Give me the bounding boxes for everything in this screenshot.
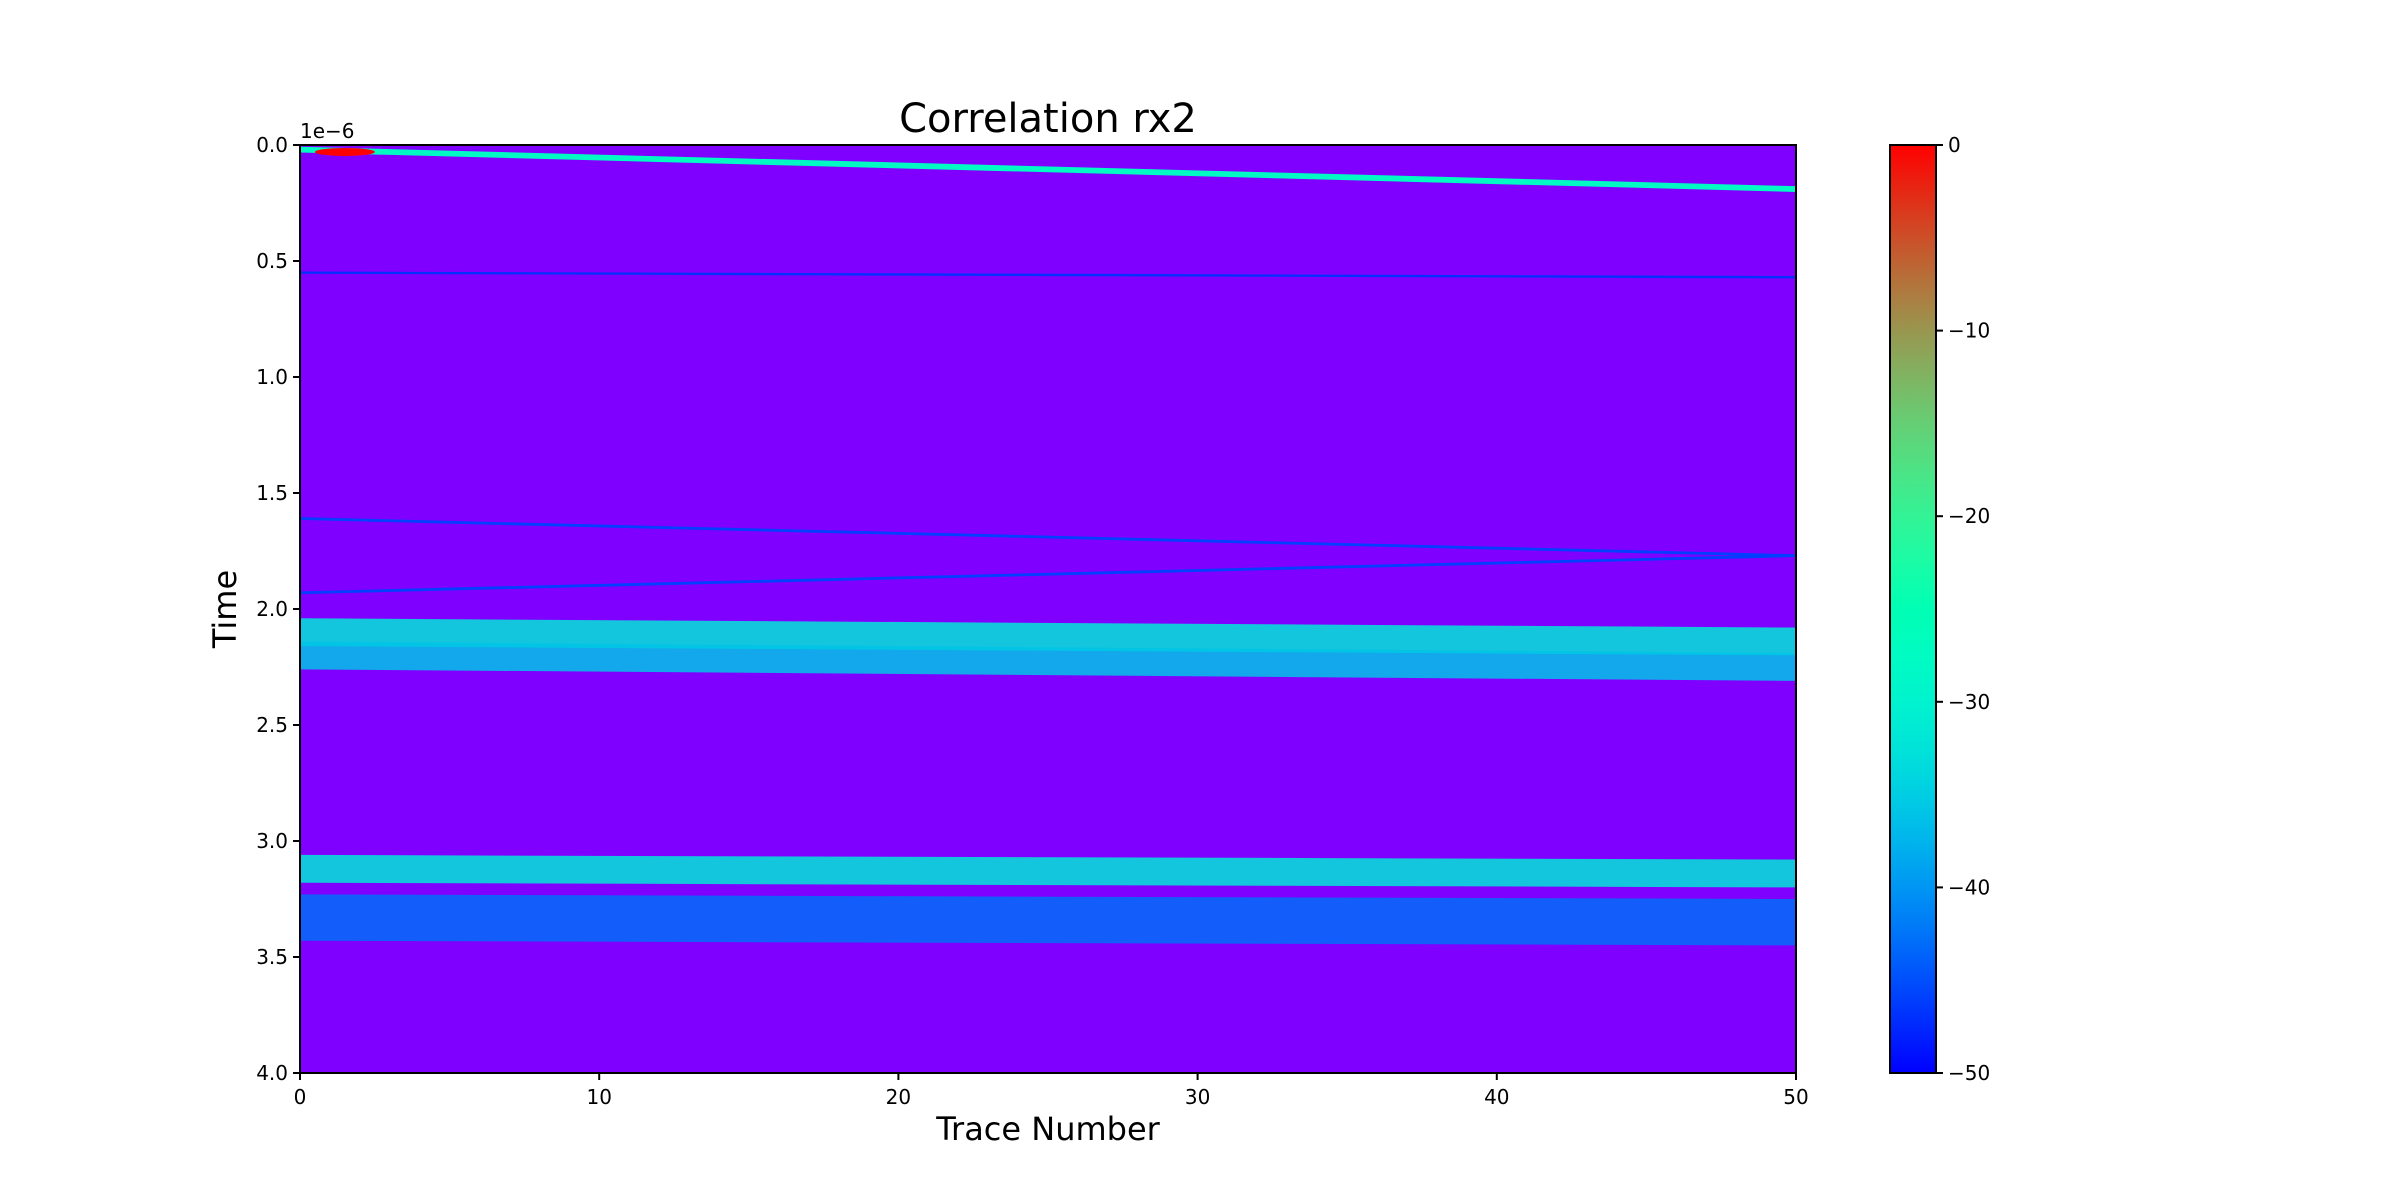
colorbar-tick-label: −40: [1948, 875, 1990, 899]
colorbar: 0 −10 −20 −30 −40 −50: [1889, 133, 1990, 1085]
y-tick-label: 3.5: [256, 945, 288, 969]
y-tick-label: 2.5: [256, 713, 288, 737]
y-tick-label: 2.0: [256, 597, 288, 621]
chart-title: Correlation rx2: [899, 96, 1197, 142]
heatmap-line-1: [300, 271, 1796, 279]
y-axis-label: Time: [206, 570, 244, 649]
x-axis-label: Trace Number: [935, 1110, 1160, 1148]
x-tick-label: 40: [1484, 1085, 1509, 1109]
heatmap-band-7: [300, 894, 1796, 946]
colorbar-tick-label: 0: [1948, 133, 1961, 157]
y-tick-label: 4.0: [256, 1061, 288, 1085]
heatmap-band-6: [300, 854, 1796, 888]
heatmap-line-3: [300, 554, 1796, 595]
heatmap-features: [300, 146, 1796, 946]
x-tick-label: 0: [294, 1085, 307, 1109]
colorbar-tick-label: −50: [1948, 1061, 1990, 1085]
colorbar-ticks: 0 −10 −20 −30 −40 −50: [1936, 133, 1990, 1085]
x-tick-label: 50: [1783, 1085, 1808, 1109]
x-tick-label: 30: [1185, 1085, 1210, 1109]
y-tick-label: 0.0: [256, 133, 288, 157]
colorbar-tick-label: −10: [1948, 319, 1990, 343]
y-offset-text: 1e−6: [300, 119, 355, 143]
colorbar-tick-label: −20: [1948, 504, 1990, 528]
x-tick-label: 10: [586, 1085, 611, 1109]
x-tick-label: 20: [886, 1085, 911, 1109]
y-axis-ticks: 0.0 0.5 1.0 1.5 2.0 2.5 3.0 3.5 4.0: [256, 133, 300, 1085]
heatmap-hotspot: [314, 147, 375, 156]
colorbar-tick-label: −30: [1948, 690, 1990, 714]
colorbar-gradient: [1889, 144, 1937, 1074]
heatmap-band-5: [300, 641, 1796, 681]
heatmap-line-0: [300, 146, 1796, 192]
y-tick-label: 1.0: [256, 365, 288, 389]
plot-area: [299, 144, 1797, 1074]
y-tick-label: 1.5: [256, 481, 288, 505]
x-axis-ticks: 0 10 20 30 40 50: [294, 1073, 1809, 1109]
y-tick-label: 3.0: [256, 829, 288, 853]
heatmap-line-2: [300, 517, 1796, 558]
y-tick-label: 0.5: [256, 249, 288, 273]
